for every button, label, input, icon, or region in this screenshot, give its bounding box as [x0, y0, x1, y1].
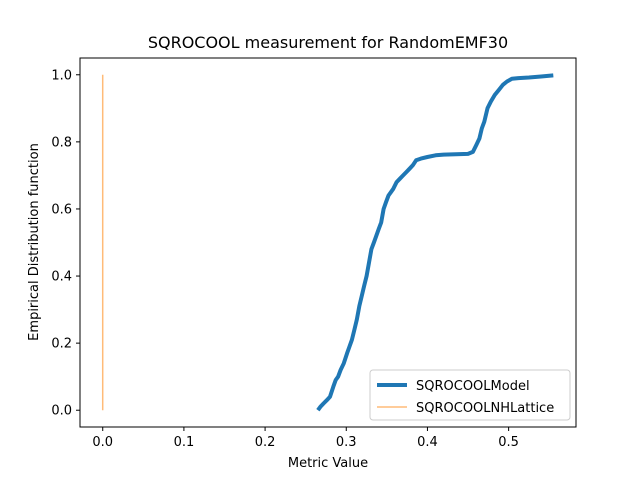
y-tick-label: 1.0: [51, 68, 72, 83]
series-layer: [101, 73, 554, 412]
series-line-sqrocoolmodel: [316, 73, 554, 412]
legend-label-sqrocoolmodel: SQROCOOLModel: [416, 379, 530, 394]
x-tick-label: 0.2: [255, 435, 276, 450]
y-axis-ticks: 0.0 0.2 0.4 0.6 0.8 1.0: [51, 68, 80, 419]
x-axis-label: Metric Value: [288, 456, 368, 471]
y-tick-label: 0.8: [51, 135, 72, 150]
legend: SQROCOOLModel SQROCOOLNHLattice: [369, 369, 571, 421]
x-tick-label: 0.4: [417, 435, 438, 450]
y-tick-label: 0.2: [51, 337, 72, 352]
chart-title: SQROCOOL measurement for RandomEMF30: [148, 33, 508, 52]
legend-box: [369, 369, 571, 421]
legend-label-sqrocoolnhlattice: SQROCOOLNHLattice: [416, 401, 554, 416]
x-axis-ticks: 0.0 0.1 0.2 0.3 0.4 0.5: [92, 427, 519, 450]
y-tick-label: 0.4: [51, 270, 72, 285]
y-tick-label: 0.6: [51, 202, 72, 217]
x-tick-label: 0.5: [498, 435, 519, 450]
axes-frame: [79, 57, 577, 428]
x-tick-label: 0.1: [174, 435, 195, 450]
y-axis-label: Empirical Distribution function: [27, 143, 42, 341]
y-tick-label: 0.0: [51, 404, 72, 419]
plot-area: [79, 57, 577, 428]
x-tick-label: 0.3: [336, 435, 357, 450]
x-tick-label: 0.0: [92, 435, 113, 450]
